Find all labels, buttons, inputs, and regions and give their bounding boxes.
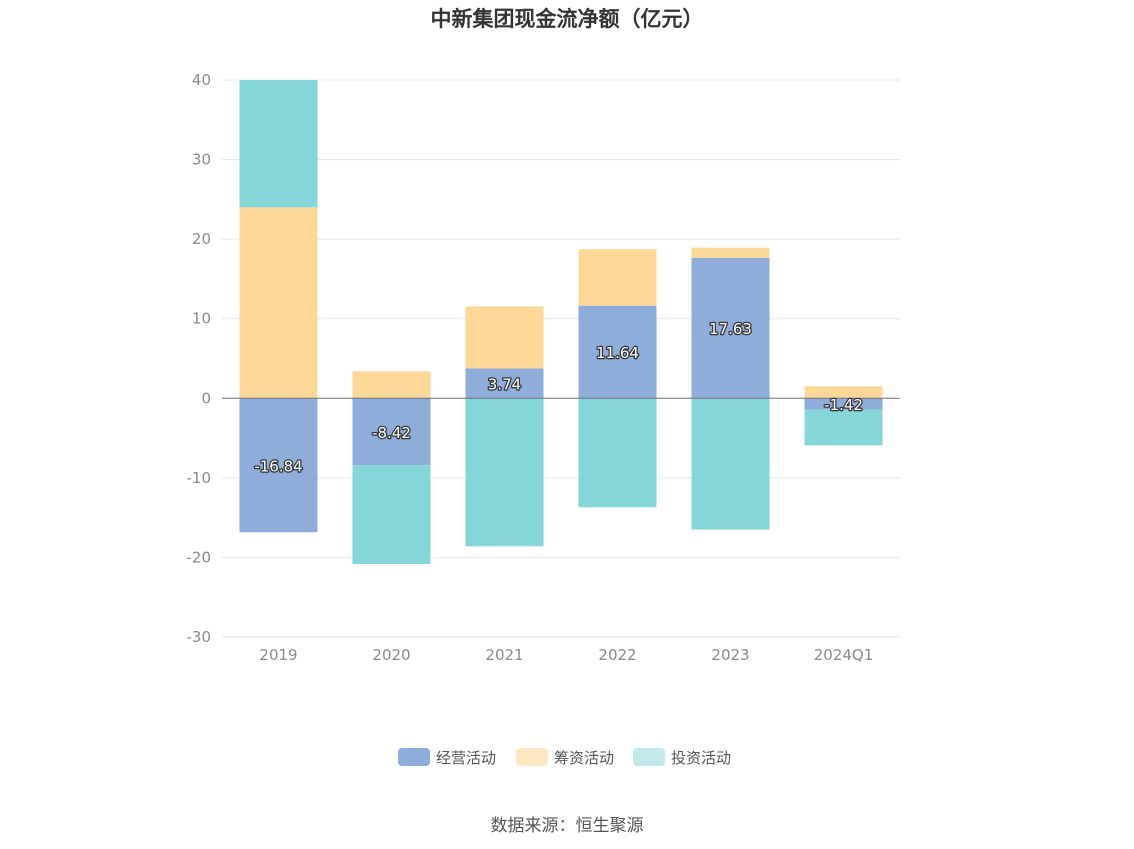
bar-投资活动 xyxy=(352,465,431,564)
x-tick-label: 2024Q1 xyxy=(814,646,874,664)
legend-label[interactable]: 经营活动 xyxy=(436,749,496,767)
x-tick-label: 2020 xyxy=(372,646,410,664)
bar-经营活动 xyxy=(465,368,544,399)
legend-label[interactable]: 投资活动 xyxy=(671,749,731,767)
y-tick-label: -20 xyxy=(187,548,212,566)
chart-title: 中新集团现金流净额（亿元） xyxy=(431,7,704,31)
bar-经营活动 xyxy=(804,398,883,410)
bar-筹资活动 xyxy=(804,386,883,399)
x-tick-label: 2019 xyxy=(259,646,297,664)
y-axis: 40 30 20 10 0 -10 -20 -30 xyxy=(187,71,212,646)
x-tick-label: 2023 xyxy=(711,646,749,664)
bar-筹资活动 xyxy=(465,306,544,369)
y-tick-label: -10 xyxy=(187,469,212,487)
bar-投资活动 xyxy=(578,398,657,508)
bar-筹资活动 xyxy=(352,371,431,399)
bar-筹资活动 xyxy=(691,247,770,259)
y-tick-label: 20 xyxy=(192,230,211,248)
bar-筹资活动 xyxy=(239,207,318,399)
bar-投资活动 xyxy=(465,398,544,547)
y-tick-label: 40 xyxy=(192,71,211,89)
data-label: -16.84 xyxy=(254,457,302,475)
y-tick-label: 0 xyxy=(201,389,211,407)
legend-swatch-投资活动[interactable] xyxy=(633,748,665,766)
bar-经营活动 xyxy=(691,258,770,399)
data-label: 11.64 xyxy=(596,344,639,362)
y-tick-label: -30 xyxy=(187,628,212,646)
legend-swatch-经营活动[interactable] xyxy=(398,748,430,766)
source-note: 数据来源：恒生聚源 xyxy=(491,816,644,836)
bar-经营活动 xyxy=(578,305,657,399)
x-tick-label: 2022 xyxy=(598,646,636,664)
bars xyxy=(239,80,883,564)
data-label: -1.42 xyxy=(824,396,863,414)
data-label: 3.74 xyxy=(488,375,521,393)
data-label: 17.63 xyxy=(709,320,752,338)
legend[interactable]: 经营活动 筹资活动 投资活动 xyxy=(398,748,731,767)
data-label: -8.42 xyxy=(372,424,411,442)
bar-投资活动 xyxy=(804,409,883,446)
bar-经营活动 xyxy=(352,398,431,466)
bar-经营活动 xyxy=(239,398,318,533)
bar-投资活动 xyxy=(239,80,318,208)
legend-label[interactable]: 筹资活动 xyxy=(554,749,614,767)
grid-lines xyxy=(222,79,900,638)
legend-swatch-筹资活动[interactable] xyxy=(516,748,548,766)
y-tick-label: 30 xyxy=(192,151,211,169)
x-axis: 2019 2020 2021 2022 2023 2024Q1 xyxy=(259,646,873,664)
y-tick-label: 10 xyxy=(192,310,211,328)
bar-投资活动 xyxy=(691,398,770,530)
bar-筹资活动 xyxy=(578,249,657,306)
data-labels: -16.84 -8.42 3.74 11.64 17.63 -1.42 xyxy=(253,319,864,477)
x-tick-label: 2021 xyxy=(485,646,523,664)
